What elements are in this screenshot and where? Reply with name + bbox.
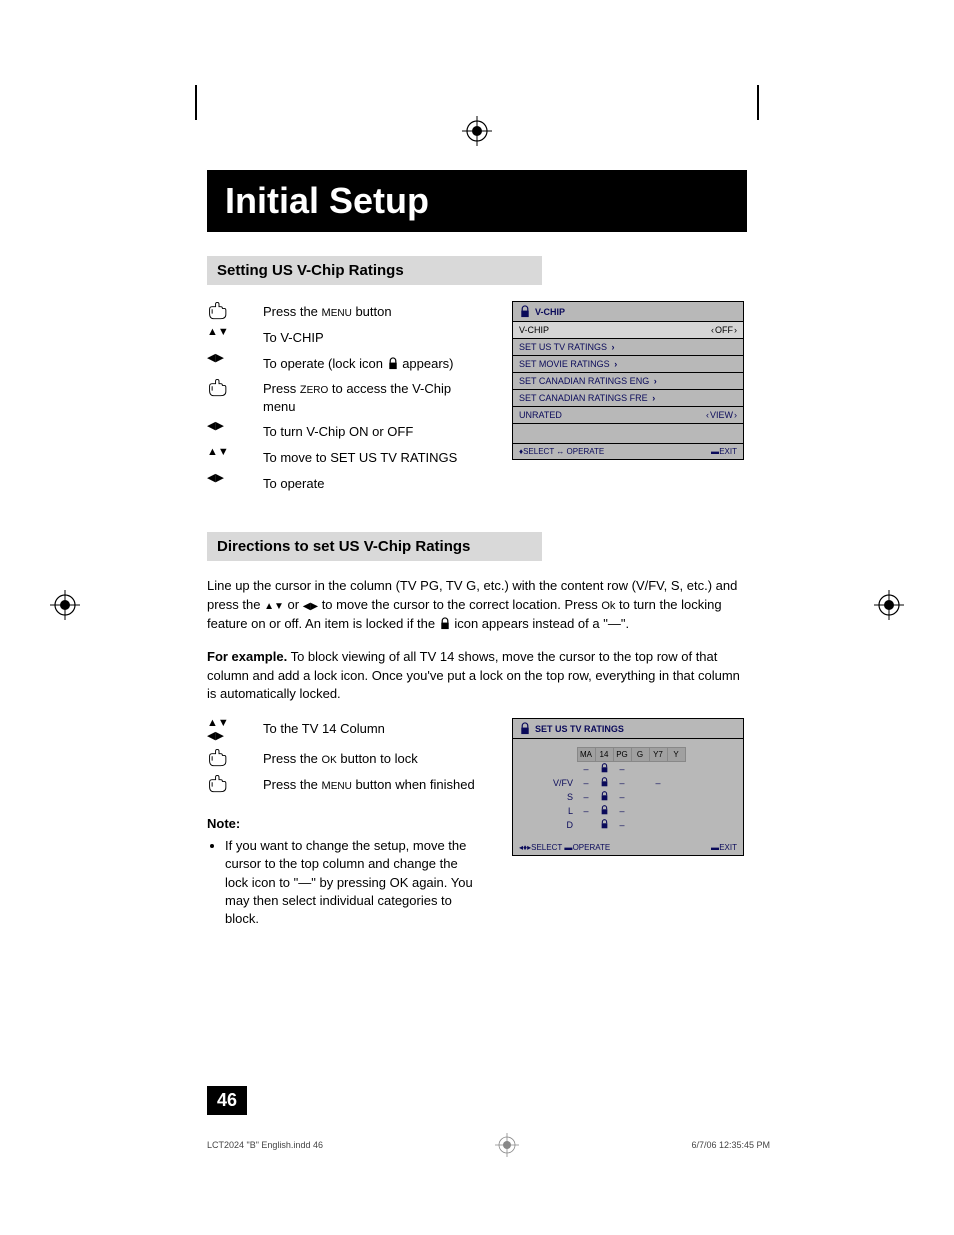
left-right-icon: ◀▶ bbox=[207, 421, 224, 432]
instruction-list-2: ▲▼ ◀▶To the TV 14 Column Press the OK but… bbox=[207, 718, 482, 794]
footer-timestamp: 6/7/06 12:35:45 PM bbox=[691, 1140, 770, 1150]
registration-mark-left bbox=[50, 590, 80, 620]
registration-mark-right bbox=[874, 590, 904, 620]
osd-footer: ♦SELECT ↔ OPERATE ▬ EXIT bbox=[513, 444, 743, 459]
instruction-row: Press the MENU button bbox=[207, 301, 482, 321]
osd-footer-2: ◂♦▸SELECT ▬ OPERATE ▬ EXIT bbox=[513, 840, 743, 855]
instruction-row: ▲▼To move to SET US TV RATINGS bbox=[207, 447, 482, 467]
osd-menu-item: SET MOVIE RATINGS bbox=[513, 356, 743, 373]
left-right-icon: ◀▶ bbox=[207, 353, 224, 364]
note-heading: Note: bbox=[207, 816, 482, 831]
instruction-row: ▲▼ ◀▶To the TV 14 Column bbox=[207, 718, 482, 742]
instruction-row: ◀▶To operate bbox=[207, 473, 482, 493]
instruction-row: ◀▶To operate (lock icon appears) bbox=[207, 353, 482, 373]
osd-menu-item: SET CANADIAN RATINGS ENG bbox=[513, 373, 743, 390]
registration-mark-bottom bbox=[495, 1133, 519, 1157]
instruction-row: Press the MENU button when finished bbox=[207, 774, 482, 794]
instruction-row: ▲▼To V-CHIP bbox=[207, 327, 482, 347]
page: Initial Setup Setting US V-Chip Ratings … bbox=[0, 0, 954, 1235]
hand-icon bbox=[207, 378, 231, 398]
registration-mark-top bbox=[462, 116, 492, 146]
hand-icon bbox=[207, 748, 231, 768]
page-title: Initial Setup bbox=[207, 170, 747, 232]
lock-icon bbox=[387, 357, 399, 370]
paragraph-1: Line up the cursor in the column (TV PG,… bbox=[207, 577, 747, 634]
page-number: 46 bbox=[207, 1086, 247, 1115]
instruction-row: Press the OK button to lock bbox=[207, 748, 482, 768]
ratings-table: MA14PGGY7Y––V/FV–––S––L––D– bbox=[541, 747, 686, 832]
footer-file: LCT2024 "B" English.indd 46 bbox=[207, 1140, 323, 1150]
note-list: If you want to change the setup, move th… bbox=[207, 837, 482, 928]
section-heading-2: Directions to set US V-Chip Ratings bbox=[207, 532, 542, 561]
left-right-icon: ◀▶ bbox=[207, 731, 224, 742]
left-right-icon: ◀▶ bbox=[207, 473, 224, 484]
up-down-icon: ▲▼ bbox=[207, 447, 229, 458]
crop-marks-top bbox=[0, 85, 954, 120]
osd-menu-item: V-CHIPOFF bbox=[513, 322, 743, 339]
instruction-row: ◀▶To turn V-Chip ON or OFF bbox=[207, 421, 482, 441]
lock-icon bbox=[439, 617, 451, 630]
paragraph-2: For example. To block viewing of all TV … bbox=[207, 648, 747, 705]
osd-menu-item: SET US TV RATINGS bbox=[513, 339, 743, 356]
section-heading-1: Setting US V-Chip Ratings bbox=[207, 256, 542, 285]
up-down-icon: ▲▼ bbox=[207, 718, 229, 729]
osd-ratings-grid: SET US TV RATINGS MA14PGGY7Y––V/FV–––S––… bbox=[512, 718, 744, 856]
footer: LCT2024 "B" English.indd 46 6/7/06 12:35… bbox=[207, 1133, 770, 1157]
hand-icon bbox=[207, 774, 231, 794]
hand-icon bbox=[207, 301, 231, 321]
osd-menu-item: UNRATEDVIEW bbox=[513, 407, 743, 424]
osd-title: V-CHIP bbox=[513, 302, 743, 322]
instruction-row: Press ZERO to access the V-Chip menu bbox=[207, 378, 482, 415]
note-item: If you want to change the setup, move th… bbox=[225, 837, 482, 928]
osd-menu-item: SET CANADIAN RATINGS FRE bbox=[513, 390, 743, 407]
up-down-icon: ▲▼ bbox=[207, 327, 229, 338]
instruction-list-1: Press the MENU button ▲▼To V-CHIP ◀▶To ope… bbox=[207, 301, 482, 492]
osd-title-2: SET US TV RATINGS bbox=[513, 719, 743, 739]
osd-vchip-menu: V-CHIP V-CHIPOFFSET US TV RATINGS SET MO… bbox=[512, 301, 744, 460]
